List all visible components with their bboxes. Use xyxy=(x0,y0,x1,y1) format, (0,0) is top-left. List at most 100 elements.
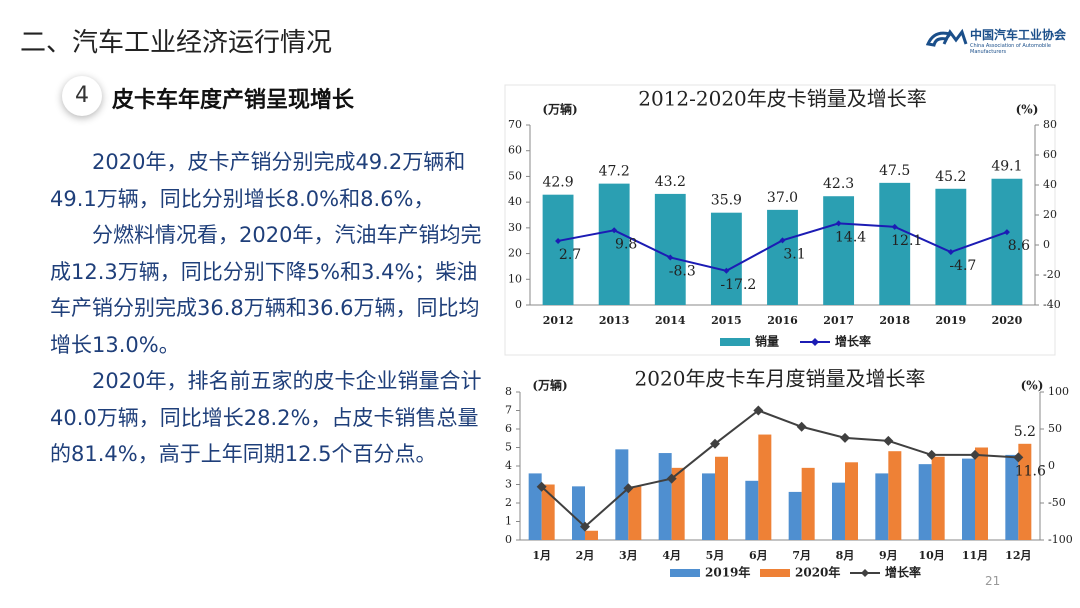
chart-title: 2012-2020年皮卡销量及增长率 xyxy=(638,87,927,111)
y2-tick-label: 100 xyxy=(1048,385,1069,398)
legend-swatch xyxy=(760,569,790,577)
y-axis-label: (万辆) xyxy=(542,102,577,117)
legend-marker xyxy=(811,338,819,346)
line-marker xyxy=(796,421,807,432)
y-tick-label: 8 xyxy=(505,385,512,398)
x-tick-label: 1月 xyxy=(532,549,551,562)
y-tick-label: 3 xyxy=(505,478,512,491)
legend-marker xyxy=(861,569,869,577)
legend-label: 2020年 xyxy=(795,565,840,580)
y-tick-label: 0 xyxy=(505,533,512,546)
y-tick-label: 6 xyxy=(505,422,512,435)
paragraph: 2020年，皮卡产销分别完成49.2万辆和49.1万辆，同比分别增长8.0%和8… xyxy=(50,150,466,211)
y2-tick-label: 60 xyxy=(1043,148,1057,161)
x-tick-label: 2015 xyxy=(711,314,742,327)
x-tick-label: 2012 xyxy=(543,314,574,327)
bar xyxy=(845,462,858,540)
bar xyxy=(975,447,988,540)
bar-label: 47.2 xyxy=(599,164,630,180)
line-label: 12.1 xyxy=(891,233,922,249)
bar xyxy=(1005,454,1019,540)
y2-tick-label: 0 xyxy=(1043,238,1050,251)
bar xyxy=(585,530,598,540)
logo-text: 中国汽车工业协会 xyxy=(970,28,1067,42)
x-tick-label: 2016 xyxy=(767,314,798,327)
line-marker xyxy=(883,435,894,446)
y2-axis-label: (%) xyxy=(1016,103,1039,117)
bar xyxy=(715,456,728,540)
legend-label: 增长率 xyxy=(885,565,921,580)
y2-axis-label: (%) xyxy=(1021,379,1044,393)
bar xyxy=(745,480,759,540)
x-tick-label: 7月 xyxy=(792,549,811,562)
line-marker xyxy=(947,249,954,256)
line-label: 2.7 xyxy=(559,247,581,263)
y2-tick-label: -40 xyxy=(1043,298,1061,311)
x-tick-label: 12月 xyxy=(1005,549,1031,562)
line-label: -8.3 xyxy=(669,263,696,279)
line-marker xyxy=(580,521,590,532)
bar xyxy=(541,484,555,540)
bar-label: 42.3 xyxy=(823,176,854,192)
bar xyxy=(658,453,672,540)
line-marker xyxy=(1013,452,1024,463)
y-tick-label: 0 xyxy=(515,298,522,311)
bar xyxy=(879,182,911,305)
bar-label: 43.2 xyxy=(655,174,686,190)
logo-mark xyxy=(925,28,968,47)
y-tick-label: 50 xyxy=(508,169,522,182)
bar-label: 45.2 xyxy=(935,169,966,185)
bar xyxy=(1018,443,1032,540)
page-number: 21 xyxy=(985,574,1001,588)
x-tick-label: 2020 xyxy=(992,314,1023,327)
bar-label: 37.0 xyxy=(767,190,798,206)
y-axis-label: (万辆) xyxy=(532,378,567,393)
line-marker xyxy=(623,483,634,494)
line-marker xyxy=(536,481,547,492)
slide-title: 二、汽车工业经济运行情况 xyxy=(20,28,333,58)
body-text: 2020年，皮卡产销分别完成49.2万辆和49.1万辆，同比分别增长8.0%和8… xyxy=(50,144,494,473)
y-tick-label: 70 xyxy=(508,118,522,131)
bar xyxy=(832,482,845,540)
bar xyxy=(628,486,642,540)
bar xyxy=(991,178,1023,305)
line-marker xyxy=(970,449,980,460)
line-label: 14.4 xyxy=(835,229,866,245)
bar xyxy=(918,464,932,540)
line-marker xyxy=(667,254,674,261)
y-tick-label: 1 xyxy=(505,515,512,528)
bar xyxy=(962,458,975,540)
bar xyxy=(888,451,902,540)
line-label: 11.6 xyxy=(1015,463,1046,479)
line-marker xyxy=(1003,229,1010,236)
line-label: 3.1 xyxy=(783,246,805,262)
bar-label: 42.9 xyxy=(542,175,573,191)
bar xyxy=(710,212,742,305)
line xyxy=(540,409,1019,529)
y2-tick-label: 40 xyxy=(1043,178,1057,191)
bar xyxy=(654,193,686,305)
line-marker xyxy=(891,223,898,230)
line-marker xyxy=(666,473,677,484)
chart-title: 2020年皮卡车月度销量及增长率 xyxy=(635,367,926,391)
x-tick-label: 2017 xyxy=(823,314,854,327)
line-marker xyxy=(710,438,720,449)
bar-label: 49.1 xyxy=(991,159,1022,175)
legend-label: 2019年 xyxy=(705,565,750,580)
legend-swatch xyxy=(720,338,750,346)
line-marker xyxy=(926,449,937,460)
line-label: -4.7 xyxy=(949,258,976,274)
bar xyxy=(931,456,945,540)
x-tick-label: 10月 xyxy=(919,549,945,562)
line-marker xyxy=(840,432,850,443)
bar xyxy=(875,473,889,540)
x-tick-label: 2019 xyxy=(936,314,967,327)
bar-label: 5.2 xyxy=(1014,424,1036,440)
line-marker xyxy=(779,237,786,244)
line-label: -17.2 xyxy=(720,277,756,293)
y2-tick-label: -20 xyxy=(1043,268,1061,281)
x-tick-label: 9月 xyxy=(879,549,898,562)
bar xyxy=(702,473,715,540)
